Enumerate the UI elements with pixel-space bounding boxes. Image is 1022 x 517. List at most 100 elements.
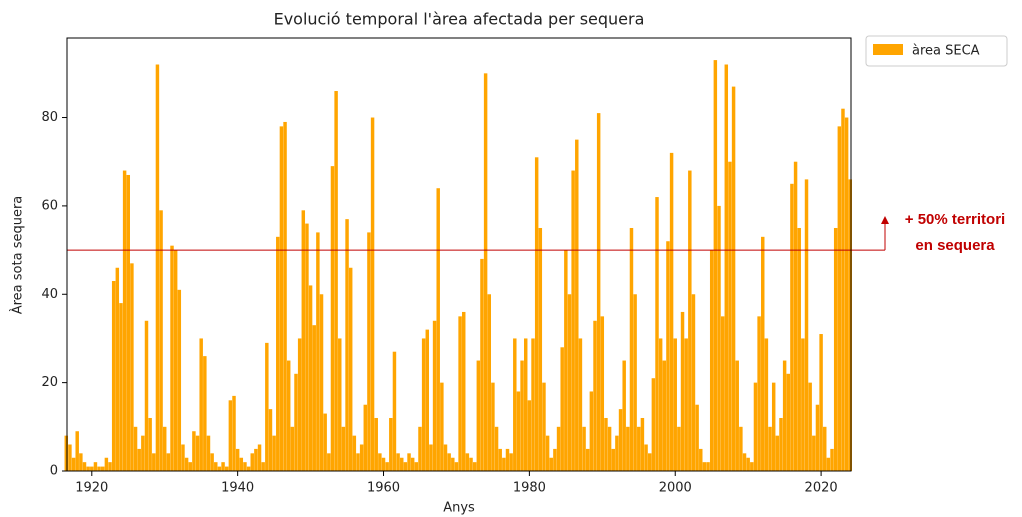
bar — [385, 462, 389, 471]
bar — [206, 435, 211, 471]
bar — [235, 448, 240, 471]
bar — [549, 457, 553, 471]
bar — [276, 236, 280, 471]
bar — [633, 294, 637, 471]
bar — [706, 462, 710, 471]
bar — [600, 316, 605, 471]
bar — [232, 395, 236, 471]
x-tick-label: 1940 — [221, 481, 254, 496]
bar — [662, 360, 667, 471]
bar — [582, 426, 586, 471]
bar — [534, 157, 539, 472]
bar — [841, 108, 845, 471]
bar — [673, 338, 677, 471]
bar — [224, 466, 229, 471]
bar — [545, 435, 550, 471]
y-tick-label: 80 — [41, 110, 58, 125]
bar — [699, 448, 703, 471]
bar — [119, 303, 123, 471]
bar — [527, 400, 532, 471]
y-axis-label: Àrea sota sequera — [10, 196, 26, 315]
bar — [257, 444, 262, 471]
bar — [203, 356, 207, 471]
bar — [239, 457, 244, 471]
bar — [724, 64, 729, 472]
bar — [793, 161, 798, 471]
bar — [400, 457, 404, 471]
bar — [352, 435, 357, 471]
bar — [217, 466, 222, 471]
bar — [680, 311, 685, 471]
bar — [731, 86, 736, 471]
bar — [290, 426, 295, 471]
bar — [82, 462, 87, 471]
bar — [626, 426, 630, 471]
bar — [214, 462, 218, 471]
bar — [669, 152, 674, 471]
legend-swatch — [873, 44, 903, 55]
bar — [162, 426, 167, 471]
bar — [819, 334, 823, 471]
bar — [757, 316, 761, 471]
bar — [833, 227, 838, 471]
bar — [691, 294, 696, 471]
bar — [797, 227, 801, 471]
bar — [338, 338, 342, 471]
bar — [637, 426, 641, 471]
bar — [246, 466, 251, 471]
bar — [440, 382, 444, 471]
bar — [356, 453, 360, 471]
bar — [348, 267, 353, 471]
bar — [764, 338, 769, 471]
bar — [651, 378, 656, 471]
bar — [330, 166, 335, 471]
bar — [64, 435, 69, 471]
bar — [596, 113, 601, 471]
bar — [804, 179, 809, 471]
bar — [684, 338, 688, 471]
bar — [71, 457, 76, 471]
bar — [607, 426, 612, 471]
bar — [739, 426, 743, 471]
bar — [414, 462, 419, 471]
bar — [323, 413, 327, 471]
bar — [830, 448, 834, 471]
bar — [556, 426, 561, 471]
bar — [720, 316, 725, 471]
bar — [90, 466, 94, 471]
bar — [790, 183, 794, 471]
bar — [520, 360, 524, 471]
bar — [181, 444, 185, 471]
annotation-text: en sequera — [915, 237, 995, 254]
bar — [531, 338, 535, 471]
x-tick-label: 1960 — [367, 481, 400, 496]
bar — [688, 170, 692, 471]
y-tick-label: 0 — [50, 464, 58, 479]
x-tick-label: 1980 — [513, 481, 546, 496]
bar — [108, 462, 112, 471]
bar — [195, 435, 200, 471]
bar — [567, 294, 572, 471]
bar — [728, 161, 732, 471]
bar — [133, 426, 138, 471]
bar — [702, 462, 707, 471]
bar — [152, 453, 156, 471]
bar — [436, 188, 440, 471]
bar — [505, 448, 510, 471]
bar — [658, 338, 663, 471]
bar — [735, 360, 739, 471]
bar — [469, 457, 473, 471]
bar — [254, 448, 258, 471]
bar — [542, 382, 546, 471]
x-tick-label: 2020 — [805, 481, 838, 496]
bar — [713, 60, 718, 472]
bar — [192, 431, 196, 471]
bar — [432, 320, 437, 471]
bar — [403, 462, 408, 471]
bar — [389, 417, 393, 471]
bar — [407, 453, 411, 471]
bar — [844, 117, 849, 471]
bar — [677, 426, 681, 471]
bar — [465, 453, 470, 471]
bar — [775, 435, 780, 471]
